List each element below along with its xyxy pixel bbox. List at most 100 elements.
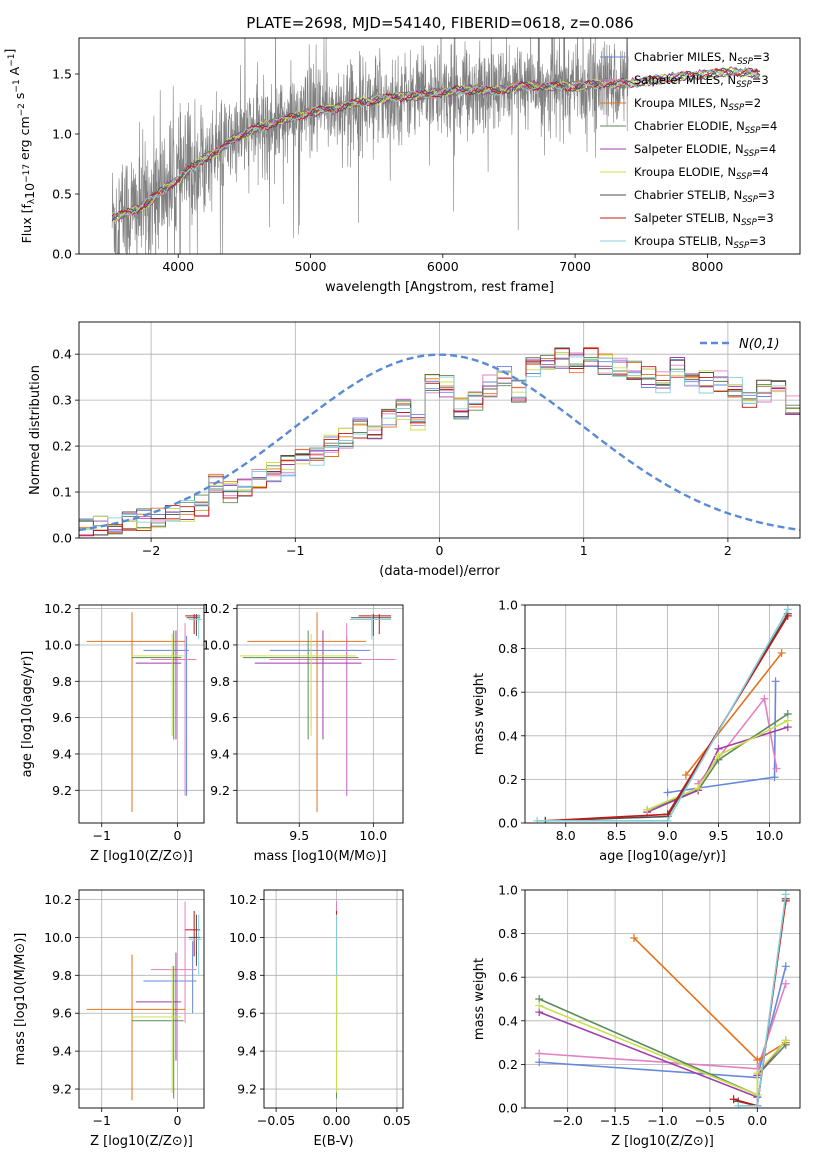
- legend-label-text: =3: [749, 234, 766, 248]
- x-axis-label: Z [log10(Z/Z⊙)]: [90, 1134, 193, 1149]
- y-axis-label: mass [log10(M/M⊙)]: [13, 933, 28, 1066]
- y-tick-label: 9.2: [52, 783, 72, 798]
- legend-label-text: =3: [758, 188, 775, 202]
- histogram-salpeter_elodie: [79, 348, 800, 537]
- errorbar-point-chabrier_miles: [143, 635, 189, 796]
- axes-frame: [263, 889, 404, 1109]
- y-tick-label: 9.4: [52, 746, 72, 761]
- x-axis-label: E(B-V): [313, 1134, 353, 1149]
- x-tick-label: 8.5: [607, 828, 627, 843]
- y-axis-label-part: −17: [22, 164, 32, 183]
- series-marker: [753, 1101, 762, 1108]
- errorbar-point-kroupa_stelib: [188, 914, 202, 976]
- x-tick-label: 0.00: [323, 1113, 351, 1128]
- series-line: [545, 613, 789, 822]
- series-marker: [643, 805, 652, 814]
- legend-label-subscript: SSP: [744, 149, 760, 159]
- axes-frame: [236, 604, 404, 824]
- x-tick-label: 0: [174, 1113, 182, 1128]
- series-line: [545, 615, 789, 822]
- model-spectrum-chabrier_elodie: [111, 66, 761, 220]
- axes-frame: [524, 889, 801, 1109]
- y-axis-label: mass weight: [472, 958, 487, 1040]
- legend-label-text: =3: [752, 73, 769, 87]
- series-line: [646, 719, 789, 811]
- axes-frame: [78, 604, 205, 824]
- series-line: [538, 1004, 787, 1097]
- legend-label-text: Salpeter STELIB, N: [634, 211, 741, 225]
- axes-frame: [524, 604, 801, 824]
- y-tick-label: 0.0: [498, 816, 518, 831]
- y-tick-label: 10.2: [229, 892, 257, 907]
- y-tick-label: 9.6: [237, 1006, 257, 1021]
- panel-residuals: −2 −1 0 1 2 0.0 0.1 0.2 0.3 0.4 (data-model)/error…: [28, 321, 801, 579]
- series-marker: [734, 1101, 743, 1108]
- x-tick-label: 10.0: [756, 828, 784, 843]
- errorbar-point-kroupa_stelib: [349, 614, 392, 640]
- x-tick-label: −2.0: [552, 1113, 582, 1128]
- errorbar-point-chabrier_elodie: [132, 630, 182, 740]
- errorbar-point-salpeter_stelib: [185, 614, 201, 635]
- y-tick-label: 0.2: [498, 772, 518, 787]
- series-line: [697, 696, 778, 785]
- legend-label-salpeter_elodie: Salpeter ELODIE, NSSP=4: [634, 142, 776, 159]
- y-tick-label: 10.0: [229, 930, 257, 945]
- series-marker: [781, 1036, 790, 1045]
- series-marker: [694, 784, 703, 793]
- series-line: [646, 713, 789, 811]
- series-marker: [630, 933, 639, 942]
- y-tick-label: 1.0: [498, 883, 518, 898]
- series-line: [667, 681, 777, 794]
- y-axis-label-part: A: [7, 66, 22, 79]
- plot-area-mass_vs_z: [79, 890, 204, 1108]
- x-tick-label: 8000: [691, 259, 723, 274]
- plot-area-mass_weight_vs_age: [525, 605, 800, 823]
- model-spectrum-kroupa_stelib: [111, 67, 761, 217]
- x-axis-label: (data-model)/error: [379, 564, 500, 579]
- errorbar-point-chabrier_miles: [143, 941, 197, 1014]
- x-tick-label: 9.5: [709, 828, 729, 843]
- axes-frame: [78, 37, 801, 255]
- legend-label-salpeter_miles: Salpeter MILES, NSSP=3: [634, 73, 769, 90]
- axes-frame: [78, 321, 801, 539]
- y-axis-label: age [log10(age/yr)]: [20, 651, 35, 778]
- x-axis-label: mass [log10(M/M⊙)]: [254, 849, 387, 864]
- legend-label-text: =2: [744, 96, 761, 110]
- legend-label-subscript: SSP: [734, 241, 750, 251]
- y-tick-label: 0.1: [52, 485, 72, 500]
- y-tick-label: 0.5: [52, 187, 72, 202]
- y-tick-label: 10.0: [44, 637, 72, 652]
- errorbar-point-salpeter_miles: [269, 623, 396, 796]
- legend-label-subscript: SSP: [736, 172, 752, 182]
- panel-mass_weight_vs_age: 8.0 8.5 9.0 9.5 10.0 0.0 0.2 0.4 0.6 0.8 1.0 age [l…: [472, 598, 801, 864]
- series-marker: [777, 648, 786, 657]
- y-tick-label: 0.8: [498, 926, 518, 941]
- panel-spectrum: 4000 5000 6000 7000 8000 0.0 0.5 1.0 1.5 waveleng…: [2, 37, 801, 295]
- series-marker: [781, 979, 790, 988]
- series-marker: [535, 1049, 544, 1058]
- series-marker: [663, 816, 672, 823]
- panel-mass_weight_vs_z: −2.0 −1.5 −1.0 −0.5 0.0 0.0 0.2 0.4 0.6 0.8 1.0 Z […: [472, 883, 801, 1149]
- series-marker: [783, 716, 792, 725]
- y-tick-label: 0.6: [498, 970, 518, 985]
- panel-age_vs_mass: 9.5 10.0 9.2 9.4 9.6 9.8 10.0 10.2 mass [log10(M…: [202, 601, 404, 864]
- y-tick-label: 9.4: [52, 1044, 72, 1059]
- legend-label-text: Salpeter MILES, N: [634, 73, 736, 87]
- plot-area-age_vs_mass: [237, 605, 403, 823]
- y-tick-label: 0.4: [52, 347, 72, 362]
- legend-label-chabrier_stelib: Chabrier STELIB, NSSP=3: [634, 188, 775, 205]
- y-tick-label: 9.8: [210, 674, 230, 689]
- y-axis-label-part: −1: [7, 54, 17, 67]
- axes-frame: [78, 889, 205, 1109]
- errorbar-point-chabrier_elodie: [242, 630, 359, 740]
- series-marker: [533, 816, 542, 823]
- y-tick-label: 9.6: [52, 710, 72, 725]
- x-tick-label: 7000: [559, 259, 591, 274]
- model-spectrum-salpeter_elodie: [111, 66, 761, 222]
- errorbar-point-salpeter_elodie: [135, 952, 182, 1061]
- y-tick-label: 9.4: [237, 1044, 257, 1059]
- y-tick-label: 10.2: [202, 601, 230, 616]
- series-kroupa_miles: [681, 648, 786, 780]
- legend-label-text: Kroupa ELODIE, N: [634, 165, 736, 179]
- y-tick-label: 1.0: [498, 598, 518, 613]
